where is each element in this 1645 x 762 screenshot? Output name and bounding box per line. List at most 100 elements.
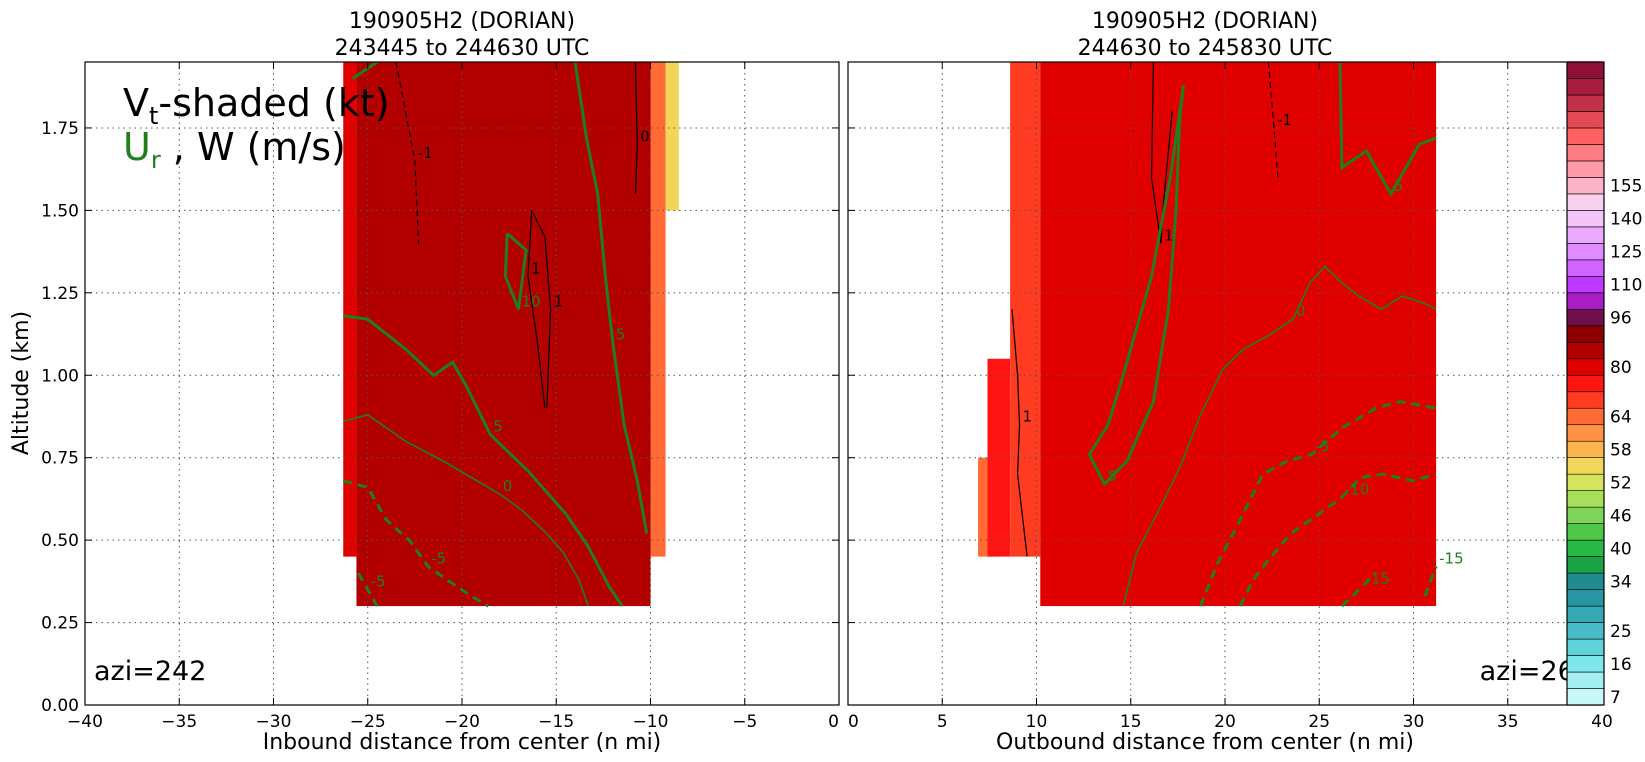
left-ur-contour-6: [357, 572, 379, 607]
left-xtick-label-2: −30: [256, 712, 292, 732]
colorbar-cell-8: [1566, 556, 1605, 574]
left-w-label-0: 1: [554, 292, 564, 310]
colorbar: 155 140 125 110 96 80 64 58 52 46 40 34 25 16 7: [1566, 61, 1642, 708]
left-axes: −40 −35 −30 −25 −20 −15 −10 −5 0 0.00 0.25 0.50 0.75…: [41, 61, 840, 732]
right-shade-band-2: [1010, 62, 1041, 557]
right-w-label-2: 1: [1023, 408, 1033, 426]
right-ur-contour-0: [1087, 84, 1185, 487]
right-shaded-field: [978, 62, 1437, 607]
colorbar-cell-10: [1566, 523, 1605, 541]
right-shade-band-1: [987, 358, 1011, 557]
right-w-contour-1: [1267, 62, 1279, 178]
right-xtick-label-5: 25: [1308, 712, 1330, 732]
left-ur-contour-2: [573, 62, 649, 534]
colorbar-cell-27: [1566, 243, 1605, 261]
colorbar-cell-38: [1566, 61, 1605, 79]
right-xtick-label-7: 35: [1497, 712, 1519, 732]
left-w-contour-3: [634, 62, 638, 194]
right-contours: 1 -1 1 5 5 0 -5 -10 -15 -15: [1011, 62, 1464, 608]
left-xtick-label-6: −10: [633, 712, 669, 732]
colorbar-label-7: 58: [1610, 440, 1632, 460]
right-panel: 190905H2 (DORIAN) 244630 to 245830 UTC 1…: [847, 9, 1613, 755]
left-ur-contour-0: [343, 314, 624, 607]
right-w-label-1: -1: [1277, 111, 1292, 129]
right-title: 190905H2 (DORIAN): [1092, 9, 1318, 34]
left-xtick-label-0: −40: [67, 712, 103, 732]
colorbar-cell-16: [1566, 424, 1605, 442]
colorbar-cell-23: [1566, 309, 1605, 327]
left-shade-band-2: [650, 62, 666, 557]
right-shade-band-3: [1040, 62, 1437, 607]
colorbar-cell-9: [1566, 539, 1605, 557]
left-title: 190905H2 (DORIAN): [349, 9, 575, 34]
legend-ur-w: Ur , W (m/s): [123, 125, 346, 174]
left-w-label-1: 1: [531, 259, 541, 277]
colorbar-cell-0: [1566, 688, 1605, 706]
colorbar-label-5: 80: [1610, 358, 1632, 378]
right-w-contour-0: [1150, 62, 1173, 244]
right-axes: 0 5 10 15 20 25 30 35 40: [847, 61, 1613, 732]
colorbar-label-4: 96: [1610, 309, 1632, 329]
left-w-contour-2: [395, 62, 420, 244]
right-subtitle: 244630 to 245830 UTC: [1078, 36, 1333, 61]
colorbar-cell-18: [1566, 391, 1605, 409]
colorbar-cell-2: [1566, 655, 1605, 673]
left-shade-band-1: [356, 62, 651, 607]
right-xtick-label-2: 10: [1026, 712, 1048, 732]
left-ur-contour-3: [503, 232, 528, 310]
colorbar-cell-20: [1566, 358, 1605, 376]
colorbar-label-12: 25: [1610, 622, 1632, 642]
left-ur-label-4: 0: [503, 477, 513, 495]
right-xtick-label-3: 15: [1120, 712, 1142, 732]
right-xtick-label-4: 20: [1214, 712, 1236, 732]
left-x-axis-label: Inbound distance from center (n mi): [263, 730, 662, 755]
y-axis-label: Altitude (km): [9, 311, 34, 455]
colorbar-cell-1: [1566, 671, 1605, 689]
colorbar-cell-17: [1566, 407, 1605, 426]
left-ytick-label-4: 1.00: [41, 366, 79, 386]
colorbar-cell-5: [1566, 605, 1605, 623]
colorbar-label-3: 110: [1610, 276, 1642, 296]
colorbar-label-0: 155: [1610, 177, 1642, 197]
colorbar-cell-14: [1566, 457, 1605, 475]
left-w-contour-1: [527, 210, 546, 409]
left-azimuth: azi=242: [94, 656, 206, 687]
colorbar-cell-32: [1566, 160, 1605, 178]
left-w-contour-0: [531, 210, 552, 409]
colorbar-cell-36: [1566, 94, 1605, 112]
right-ur-contour-2: [1122, 265, 1437, 607]
right-x-axis-label: Outbound distance from center (n mi): [996, 730, 1414, 755]
colorbar-cell-31: [1566, 177, 1605, 195]
left-xtick-label-3: −25: [350, 712, 386, 732]
right-grid: [848, 62, 1602, 705]
colorbar-cell-30: [1566, 193, 1605, 211]
left-xtick-label-5: −15: [538, 712, 574, 732]
right-ur-label-3: -5: [1315, 437, 1330, 455]
left-ytick-label-3: 0.75: [41, 449, 79, 469]
colorbar-cell-28: [1566, 226, 1605, 244]
right-xtick-label-0: 0: [848, 712, 859, 732]
left-shaded-field: [343, 62, 679, 607]
left-ytick-label-2: 0.50: [41, 531, 79, 551]
right-ur-contour-1: [1338, 62, 1437, 197]
right-xtick-label-6: 30: [1403, 712, 1425, 732]
left-xtick-label-8: 0: [828, 712, 839, 732]
left-panel: 190905H2 (DORIAN) 243445 to 244630 UTC 1…: [9, 9, 840, 755]
colorbar-cell-7: [1566, 572, 1605, 590]
left-w-label-2: -1: [418, 144, 433, 162]
left-xtick-label-7: −5: [732, 712, 757, 732]
right-ur-contour-6: [1423, 565, 1438, 597]
left-ur-contour-5: [342, 479, 490, 608]
left-ur-contour-1: [351, 62, 379, 80]
right-xtick-label-8: 40: [1591, 712, 1613, 732]
colorbar-cell-26: [1566, 259, 1605, 277]
colorbar-cell-35: [1566, 111, 1605, 129]
right-ur-label-6: -15: [1439, 550, 1464, 568]
colorbar-cell-13: [1566, 473, 1605, 491]
left-ur-label-3: 10: [522, 292, 541, 310]
left-ur-label-6: -5: [371, 573, 386, 591]
colorbar-label-11: 34: [1610, 572, 1632, 592]
left-ur-label-2: 5: [616, 325, 626, 343]
right-ur-label-0: 5: [1107, 467, 1117, 485]
